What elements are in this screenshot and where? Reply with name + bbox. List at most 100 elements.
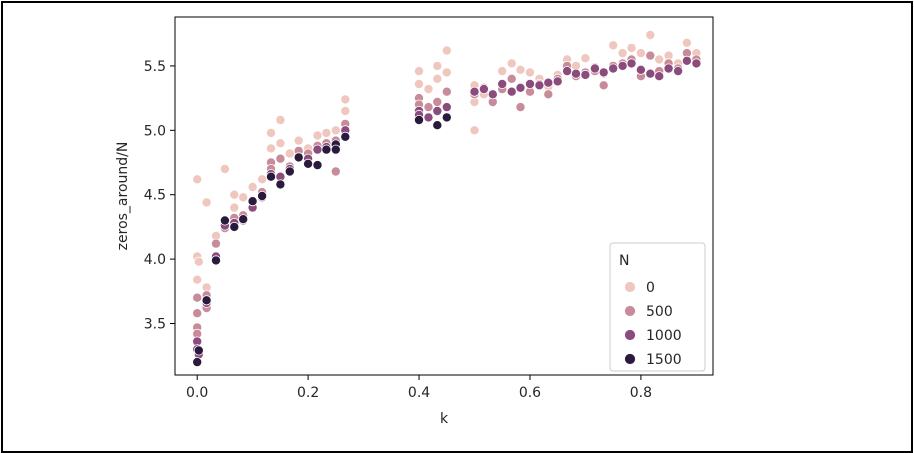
- data-point: [635, 64, 646, 75]
- data-point: [192, 308, 203, 319]
- data-point: [506, 73, 517, 84]
- y-axis-title: zeros_around/N: [115, 142, 131, 251]
- data-point: [617, 60, 628, 71]
- data-point: [580, 69, 591, 80]
- x-axis-ticks: 0.0 0.2 0.4 0.6 0.8: [186, 375, 652, 401]
- data-point: [691, 58, 702, 69]
- data-point: [432, 60, 443, 71]
- data-point: [571, 68, 582, 79]
- legend-marker: [624, 305, 636, 317]
- data-point: [626, 58, 637, 69]
- data-point: [312, 130, 323, 141]
- data-point: [506, 86, 517, 97]
- data-point: [663, 63, 674, 74]
- data-point: [340, 106, 351, 117]
- data-point: [681, 37, 692, 48]
- data-point: [441, 45, 452, 56]
- legend-marker: [624, 353, 636, 365]
- data-point: [534, 80, 545, 91]
- data-point: [432, 73, 443, 84]
- data-point: [515, 102, 526, 113]
- data-point: [413, 79, 424, 90]
- legend-title: N: [619, 253, 629, 269]
- data-point: [265, 127, 276, 138]
- data-point: [192, 274, 203, 285]
- data-point: [413, 66, 424, 77]
- data-point: [626, 42, 637, 53]
- data-point: [598, 80, 609, 91]
- data-point: [645, 68, 656, 79]
- data-point: [247, 181, 258, 192]
- data-point: [441, 86, 452, 97]
- data-point: [423, 102, 434, 113]
- data-point: [229, 202, 240, 213]
- data-point: [432, 97, 443, 108]
- data-point: [441, 102, 452, 113]
- data-point: [543, 89, 554, 100]
- data-point: [635, 48, 646, 59]
- data-point: [238, 214, 249, 225]
- x-axis-title: k: [440, 411, 449, 427]
- data-point: [275, 153, 286, 164]
- data-point: [645, 50, 656, 61]
- data-point: [293, 135, 304, 146]
- data-point: [681, 55, 692, 66]
- data-point: [432, 120, 443, 131]
- data-point: [275, 115, 286, 126]
- data-point: [219, 215, 230, 226]
- data-point: [645, 29, 656, 40]
- y-tick-label: 4.0: [144, 252, 166, 268]
- data-point: [552, 76, 563, 87]
- data-point: [543, 77, 554, 88]
- data-point: [413, 115, 424, 126]
- data-point: [497, 79, 508, 90]
- data-point: [525, 67, 536, 78]
- legend-label: 0: [646, 280, 655, 296]
- data-point: [265, 171, 276, 182]
- data-point: [265, 143, 276, 154]
- data-point: [673, 66, 684, 77]
- x-tick-label: 0.0: [186, 385, 208, 401]
- data-point: [210, 238, 221, 249]
- data-point: [469, 125, 480, 136]
- data-point: [497, 66, 508, 77]
- data-point: [284, 166, 295, 177]
- data-point: [257, 190, 268, 201]
- data-point: [192, 357, 203, 368]
- x-tick-label: 0.8: [630, 385, 652, 401]
- data-point: [257, 174, 268, 185]
- data-point: [330, 166, 341, 177]
- legend-marker: [624, 329, 636, 341]
- data-point: [654, 71, 665, 82]
- data-point: [525, 79, 536, 90]
- data-point: [193, 256, 204, 267]
- data-point: [589, 63, 600, 74]
- data-point: [210, 255, 221, 266]
- x-tick-label: 0.2: [297, 385, 319, 401]
- y-axis-ticks: 3.5 4.0 4.5 5.0 5.5: [144, 59, 175, 332]
- legend-label: 1500: [646, 352, 682, 368]
- data-point: [506, 58, 517, 69]
- legend-marker: [624, 281, 636, 293]
- data-point: [192, 292, 203, 303]
- data-point: [654, 54, 665, 65]
- legend: N 0 500 1000 1500: [609, 242, 706, 372]
- data-point: [201, 295, 212, 306]
- data-point: [598, 67, 609, 78]
- data-point: [340, 94, 351, 105]
- data-point: [515, 82, 526, 93]
- data-point: [562, 66, 573, 77]
- y-tick-label: 5.0: [144, 123, 166, 139]
- data-point: [284, 148, 295, 159]
- data-point: [340, 131, 351, 142]
- data-point: [321, 127, 332, 138]
- x-tick-label: 0.6: [519, 385, 541, 401]
- y-tick-label: 4.5: [144, 188, 166, 204]
- y-tick-label: 3.5: [144, 316, 166, 332]
- data-point: [247, 196, 258, 207]
- data-point: [229, 221, 240, 232]
- data-point: [423, 112, 434, 123]
- data-point: [275, 138, 286, 149]
- data-point: [478, 84, 489, 95]
